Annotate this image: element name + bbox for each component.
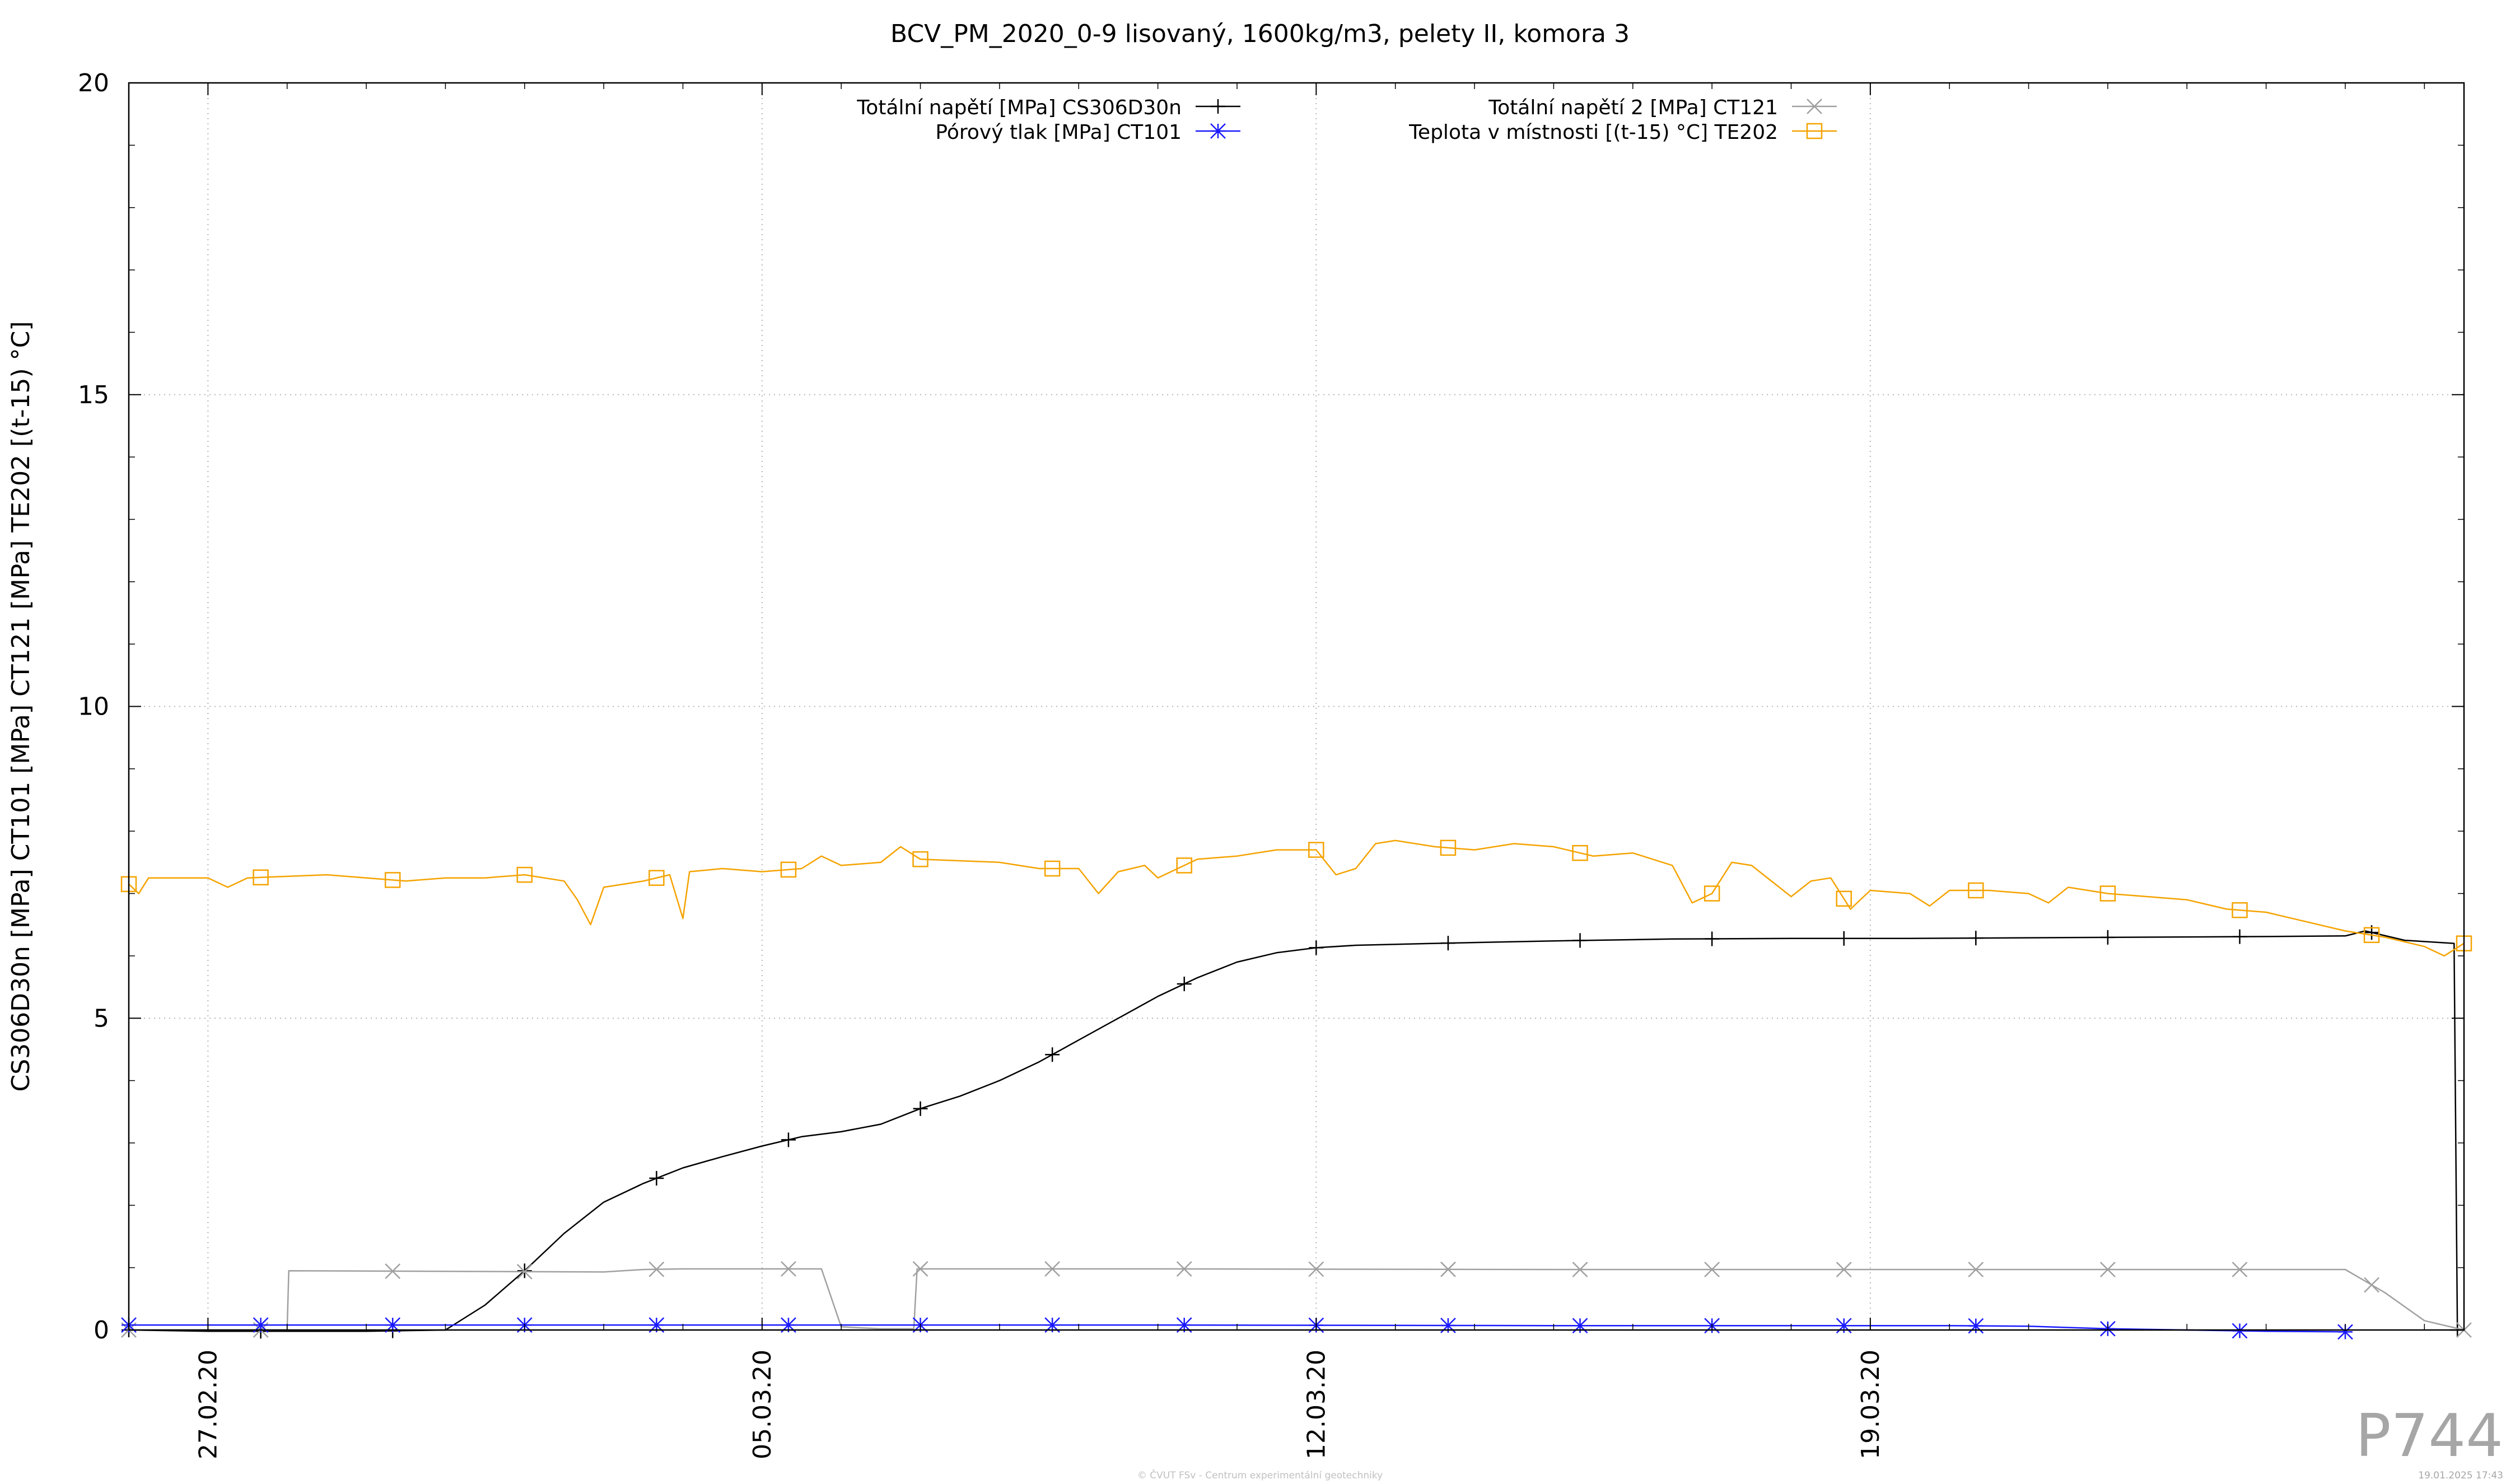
data-point	[1705, 931, 1720, 946]
data-point	[1045, 1047, 1060, 1062]
data-point	[1308, 842, 1324, 858]
data-point	[1572, 1262, 1588, 1277]
data-point	[1836, 1318, 1852, 1334]
footer-timestamp: 19.01.2025 17:43	[2418, 1470, 2503, 1481]
data-point	[385, 1263, 401, 1279]
legend-marker	[1806, 123, 1823, 139]
data-point	[1836, 1262, 1852, 1277]
data-point	[1177, 977, 1192, 992]
data-point	[1968, 931, 1984, 946]
series-1	[121, 1261, 2472, 1338]
data-point	[516, 1263, 533, 1280]
ticks: 0 5 10 15 20 27.02.20 05.03.20 12.03.20 19.03.20	[78, 69, 2464, 1459]
data-point	[648, 1261, 665, 1277]
y-tick-label: 0	[94, 1316, 109, 1345]
data-point	[1704, 1262, 1720, 1277]
data-point	[648, 1317, 665, 1333]
chart-title: BCV_PM_2020_0-9 lisovaný, 1600kg/m3, pel…	[890, 20, 1630, 48]
data-point	[1044, 1261, 1061, 1277]
y-tick-label: 15	[78, 381, 109, 409]
data-point	[2337, 1324, 2353, 1340]
legend-entry: Teplota v místnosti [(t-15) °C] TE202	[1408, 121, 1837, 144]
data-point	[516, 866, 533, 883]
legend-marker	[1807, 99, 1822, 114]
watermark: P744	[2355, 1402, 2503, 1470]
data-point	[912, 851, 928, 867]
data-point	[913, 1101, 928, 1116]
data-point	[2232, 902, 2248, 918]
x-tick-label: 05.03.20	[748, 1350, 777, 1459]
data-point	[649, 1171, 664, 1186]
data-point	[2099, 885, 2116, 902]
series-line	[128, 930, 2458, 1332]
data-point	[1176, 1261, 1192, 1277]
data-point	[253, 1317, 269, 1333]
data-point	[648, 870, 665, 886]
data-point	[1968, 1262, 1984, 1277]
plot-border	[128, 82, 2465, 1331]
legend: Totální napětí [MPa] CS306D30n Totální na…	[856, 96, 1837, 144]
data-point	[2100, 1262, 2116, 1277]
x-tick-label: 27.02.20	[194, 1350, 222, 1459]
grid	[129, 83, 2464, 1330]
data-point	[1968, 882, 1984, 899]
data-point	[2232, 929, 2247, 944]
series-0	[122, 925, 2465, 1339]
data-point	[1704, 885, 1720, 902]
data-point	[1440, 839, 1457, 856]
y-tick-label: 5	[94, 1004, 109, 1033]
y-axis-label: CS306D30n [MPa] CT101 [MPa] CT121 [MPa] …	[7, 321, 35, 1091]
data-point	[2232, 1323, 2248, 1339]
data-point	[1572, 933, 1588, 948]
data-point	[1044, 860, 1061, 877]
legend-label: Totální napětí 2 [MPa] CT121	[1488, 96, 1778, 119]
data-point	[1176, 857, 1192, 874]
data-point	[780, 861, 797, 878]
data-point	[253, 869, 269, 886]
data-point	[1308, 1261, 1324, 1277]
data-point	[1572, 844, 1588, 861]
series-line	[129, 1268, 2465, 1331]
data-point	[2100, 930, 2115, 945]
data-point	[1968, 1318, 1984, 1334]
x-tick-label: 19.03.20	[1856, 1350, 1885, 1459]
data-point	[781, 1132, 796, 1147]
data-point	[781, 1317, 796, 1333]
data-point	[1176, 1317, 1192, 1333]
legend-entry: Totální napětí 2 [MPa] CT121	[1488, 96, 1837, 119]
y-tick-label: 20	[78, 69, 109, 97]
series-line	[128, 839, 2465, 957]
legend-label: Teplota v místnosti [(t-15) °C] TE202	[1408, 121, 1778, 144]
data-point	[1440, 1318, 1456, 1333]
data-point	[1836, 890, 1852, 907]
legend-marker	[1210, 123, 1226, 139]
data-point	[2232, 1262, 2248, 1277]
data-point	[912, 1261, 928, 1277]
legend-label: Totální napětí [MPa] CS306D30n	[856, 96, 1182, 119]
x-tick-label: 12.03.20	[1302, 1350, 1331, 1459]
data-point	[384, 872, 401, 888]
data-point	[1440, 936, 1455, 951]
y-tick-label: 10	[78, 693, 109, 721]
data-point	[1309, 940, 1324, 955]
data-point	[781, 1261, 796, 1277]
legend-marker	[1211, 99, 1225, 114]
footer-credit: © ČVUT FSv - Centrum experimentální geot…	[1137, 1469, 1383, 1481]
data-point	[1572, 1318, 1588, 1334]
data-point	[2364, 1277, 2379, 1293]
legend-label: Pórový tlak [MPa] CT101	[935, 121, 1182, 144]
data-point	[2363, 927, 2380, 944]
data-point	[1440, 1261, 1456, 1277]
series-3	[120, 839, 2472, 957]
legend-entry: Totální napětí [MPa] CS306D30n	[856, 96, 1240, 119]
data-point	[385, 1317, 401, 1333]
data-point	[1836, 931, 1851, 946]
data-point	[1044, 1317, 1061, 1333]
legend-entry: Pórový tlak [MPa] CT101	[935, 121, 1240, 144]
series-layer	[120, 839, 2472, 1340]
